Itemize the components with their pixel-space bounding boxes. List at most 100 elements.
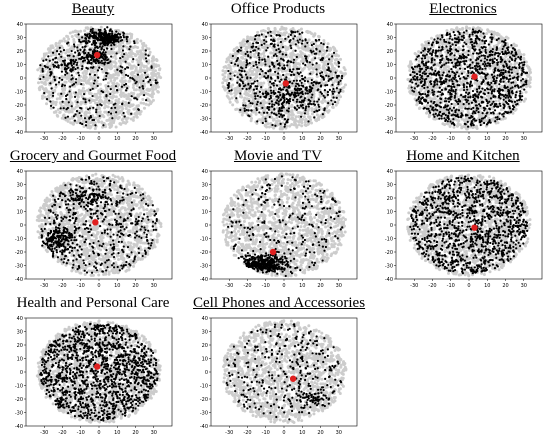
all-products-point — [301, 57, 305, 61]
category-point — [90, 43, 94, 46]
all-products-point — [136, 75, 139, 79]
all-products-point — [475, 124, 479, 128]
category-point — [336, 74, 339, 78]
category-point — [119, 56, 122, 60]
all-products-point — [251, 98, 255, 102]
category-point — [109, 41, 112, 44]
category-point — [319, 91, 322, 94]
all-products-point — [246, 80, 250, 84]
all-products-point — [114, 98, 118, 102]
all-products-point — [135, 37, 139, 41]
all-products-point — [60, 116, 64, 120]
all-products-point — [57, 82, 61, 86]
all-products-point — [248, 68, 252, 72]
category-point — [256, 79, 259, 82]
category-point — [289, 33, 292, 37]
category-point — [78, 38, 81, 41]
category-point — [318, 50, 321, 53]
all-products-point — [129, 117, 133, 121]
all-products-point — [229, 55, 233, 59]
category-point — [270, 34, 273, 38]
category-point — [91, 94, 94, 98]
category-point — [116, 68, 119, 71]
category-point — [272, 81, 275, 85]
category-point — [299, 71, 302, 74]
all-products-point — [253, 76, 257, 80]
category-point — [246, 50, 249, 53]
all-products-point — [58, 110, 62, 114]
category-point — [74, 67, 77, 71]
category-point — [122, 34, 125, 37]
all-products-point — [139, 61, 143, 65]
category-point — [306, 92, 309, 95]
category-point — [240, 66, 243, 69]
category-point — [304, 38, 307, 41]
category-point — [264, 117, 267, 120]
all-products-point — [239, 93, 243, 97]
category-point — [100, 35, 103, 38]
category-point — [87, 108, 90, 111]
x-tick-label: -30 — [40, 136, 48, 142]
category-point — [96, 45, 99, 49]
all-products-point — [80, 78, 84, 82]
category-point — [92, 82, 96, 85]
category-point — [292, 58, 296, 61]
category-point — [110, 112, 113, 115]
category-point — [83, 117, 87, 120]
all-products-point — [84, 26, 88, 30]
category-point — [315, 68, 318, 71]
all-products-point — [128, 32, 132, 36]
all-products-point — [260, 74, 264, 78]
all-products-point — [272, 86, 276, 90]
all-products-point — [307, 77, 311, 80]
category-point — [272, 54, 276, 57]
category-point — [145, 60, 148, 63]
category-point — [244, 104, 247, 107]
category-point — [339, 88, 342, 91]
x-tick-label: -10 — [77, 136, 85, 142]
all-products-point — [288, 124, 292, 128]
category-point — [249, 101, 252, 105]
category-point — [41, 70, 44, 73]
category-point — [99, 38, 102, 41]
category-point — [261, 121, 264, 125]
category-point — [103, 37, 106, 41]
category-point — [123, 83, 126, 87]
all-products-point — [294, 115, 298, 119]
category-point — [241, 76, 244, 79]
all-products-point — [277, 41, 281, 45]
category-point — [149, 83, 153, 87]
all-products-point — [325, 55, 329, 58]
category-point — [301, 90, 304, 93]
category-point — [295, 55, 298, 59]
all-products-point — [115, 112, 119, 116]
category-point — [43, 91, 46, 95]
category-point — [247, 99, 251, 103]
category-point — [298, 100, 301, 103]
all-products-point — [115, 70, 119, 74]
category-point — [124, 67, 127, 70]
category-point — [310, 44, 313, 47]
all-products-point — [343, 83, 347, 87]
category-point — [142, 93, 146, 97]
category-point — [65, 97, 68, 101]
all-products-point — [62, 37, 66, 41]
category-point — [138, 86, 141, 89]
category-point — [314, 52, 318, 55]
all-products-point — [417, 59, 421, 63]
category-point — [326, 93, 329, 97]
all-products-point — [97, 99, 101, 103]
category-point — [100, 68, 103, 71]
all-products-point — [155, 76, 159, 80]
all-products-point — [66, 57, 70, 61]
y-tick-label: 40 — [17, 22, 23, 28]
category-point — [55, 65, 58, 69]
all-products-point — [302, 66, 306, 70]
category-point — [267, 92, 270, 96]
all-products-point — [131, 118, 135, 122]
category-point — [300, 105, 303, 108]
all-products-point — [463, 51, 467, 55]
all-products-point — [150, 100, 154, 104]
category-point — [107, 36, 110, 39]
